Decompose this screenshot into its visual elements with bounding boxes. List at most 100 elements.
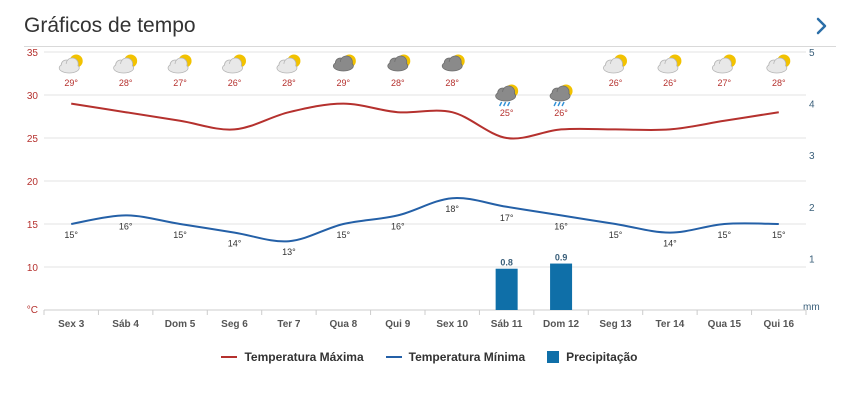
x-axis-tick-label: Seg 6 bbox=[221, 319, 248, 330]
header-divider bbox=[24, 46, 836, 47]
min-data-label: 15° bbox=[718, 230, 732, 240]
chevron-right-icon[interactable] bbox=[812, 14, 832, 38]
legend-label-max: Temperatura Máxima bbox=[244, 350, 364, 364]
y2-axis-tick-label: 5 bbox=[809, 48, 815, 59]
x-axis-tick-label: Qui 16 bbox=[763, 319, 794, 330]
max-data-label: 26° bbox=[663, 78, 677, 88]
max-data-label: 29° bbox=[337, 78, 351, 88]
y-axis-unit-label: °C bbox=[27, 305, 38, 316]
legend-item-precip[interactable]: Precipitação bbox=[547, 350, 638, 364]
cloud-shape bbox=[388, 61, 408, 71]
partly-cloudy-icon bbox=[113, 54, 138, 74]
min-data-label: 16° bbox=[554, 221, 568, 231]
cloud-shape bbox=[442, 61, 462, 71]
cloud-shape bbox=[604, 63, 623, 73]
max-data-label: 28° bbox=[772, 78, 786, 88]
cloud-icon bbox=[387, 54, 411, 72]
cloud-shape bbox=[767, 63, 787, 73]
min-data-label: 15° bbox=[173, 230, 187, 240]
partly-cloudy-icon bbox=[766, 54, 791, 74]
partly-cloudy-icon bbox=[603, 54, 627, 74]
precip-data-label: 0.8 bbox=[500, 258, 513, 268]
y-axis-tick-label: 15 bbox=[27, 220, 39, 231]
precip-bar bbox=[495, 268, 518, 310]
legend-label-precip: Precipitação bbox=[566, 350, 638, 364]
partly-cloudy-icon bbox=[276, 54, 301, 74]
min-data-label: 15° bbox=[64, 230, 78, 240]
min-data-label: 17° bbox=[500, 213, 514, 223]
rain-drop bbox=[553, 101, 557, 107]
max-data-label: 26° bbox=[228, 78, 242, 88]
min-data-label: 15° bbox=[337, 230, 351, 240]
max-data-label: 28° bbox=[282, 78, 296, 88]
min-data-label: 15° bbox=[609, 230, 623, 240]
precip-data-label: 0.9 bbox=[555, 253, 568, 263]
cloud-shape bbox=[114, 63, 134, 73]
legend-swatch-max bbox=[221, 356, 238, 358]
chart-legend: Temperatura Máxima Temperatura Mínima Pr… bbox=[0, 345, 859, 369]
y2-axis-tick-label: 4 bbox=[809, 100, 815, 111]
min-data-label: 16° bbox=[119, 221, 133, 231]
y-axis-tick-label: 25 bbox=[27, 134, 39, 145]
cloud-shape bbox=[550, 91, 570, 101]
max-data-label: 26° bbox=[554, 108, 568, 118]
cloud-shape bbox=[168, 63, 188, 73]
partly-cloudy-icon bbox=[711, 54, 736, 74]
partly-cloudy-icon bbox=[222, 54, 246, 74]
rain-drop bbox=[507, 101, 511, 107]
partly-cloudy-icon bbox=[657, 54, 682, 74]
max-data-label: 28° bbox=[391, 78, 405, 88]
cloud-shape bbox=[658, 63, 678, 73]
x-axis-tick-label: Ter 14 bbox=[656, 319, 685, 330]
y-axis-tick-label: 30 bbox=[27, 91, 39, 102]
max-data-label: 27° bbox=[173, 78, 187, 88]
cloud-icon bbox=[441, 54, 465, 72]
y-axis-tick-label: 20 bbox=[27, 177, 39, 188]
legend-item-min[interactable]: Temperatura Mínima bbox=[385, 350, 526, 364]
partly-cloudy-icon bbox=[58, 54, 83, 74]
x-axis-tick-label: Ter 7 bbox=[277, 319, 301, 330]
partly-cloudy-icon bbox=[167, 54, 192, 74]
weather-chart: 35 30 25 20 15 10 °C 5 4 3 2 1 mm Sex 3 Sáb 4 Dom 5 Seg … bbox=[27, 48, 820, 330]
y-axis-tick-label: 10 bbox=[27, 263, 39, 274]
y2-axis-unit-label: mm bbox=[803, 302, 820, 313]
cloud-shape bbox=[496, 91, 516, 101]
max-data-label: 29° bbox=[64, 78, 78, 88]
cloud-shape bbox=[223, 63, 242, 73]
legend-swatch-precip bbox=[547, 351, 560, 363]
min-data-label: 14° bbox=[663, 239, 677, 249]
x-axis-tick-label: Qui 9 bbox=[385, 319, 410, 330]
precip-bar bbox=[550, 263, 573, 310]
x-axis-tick-label: Sex 10 bbox=[436, 319, 468, 330]
rain-drop bbox=[557, 101, 561, 107]
series-line-max bbox=[71, 102, 779, 140]
min-data-label: 15° bbox=[772, 230, 786, 240]
cloud-icon bbox=[332, 54, 356, 72]
page-title: Gráficos de tempo bbox=[24, 14, 196, 37]
x-axis-tick-label: Dom 12 bbox=[543, 319, 580, 330]
max-data-label: 27° bbox=[718, 78, 732, 88]
min-data-label: 13° bbox=[282, 247, 296, 257]
max-data-label: 26° bbox=[609, 78, 623, 88]
rain-drop bbox=[561, 101, 565, 107]
y2-axis-tick-label: 3 bbox=[809, 151, 815, 162]
cloud-shape bbox=[712, 63, 732, 73]
max-data-label: 28° bbox=[445, 78, 459, 88]
max-data-label: 25° bbox=[500, 108, 514, 118]
y-axis-tick-label: 35 bbox=[27, 48, 39, 59]
y2-axis-tick-label: 1 bbox=[809, 254, 815, 265]
y2-axis-tick-label: 2 bbox=[809, 203, 815, 214]
min-data-label: 16° bbox=[391, 221, 405, 231]
cloud-shape bbox=[277, 63, 297, 73]
x-axis-tick-label: Qua 8 bbox=[329, 319, 357, 330]
series-line-min bbox=[71, 197, 779, 243]
legend-swatch-min bbox=[385, 356, 402, 358]
legend-label-min: Temperatura Mínima bbox=[408, 350, 526, 364]
legend-item-max[interactable]: Temperatura Máxima bbox=[221, 350, 364, 364]
cloud-shape bbox=[333, 61, 353, 71]
min-data-label: 18° bbox=[445, 204, 459, 214]
rain-icon bbox=[549, 84, 573, 107]
x-axis-tick-label: Qua 15 bbox=[708, 319, 742, 330]
rain-drop bbox=[503, 101, 507, 107]
rain-drop bbox=[499, 101, 503, 107]
